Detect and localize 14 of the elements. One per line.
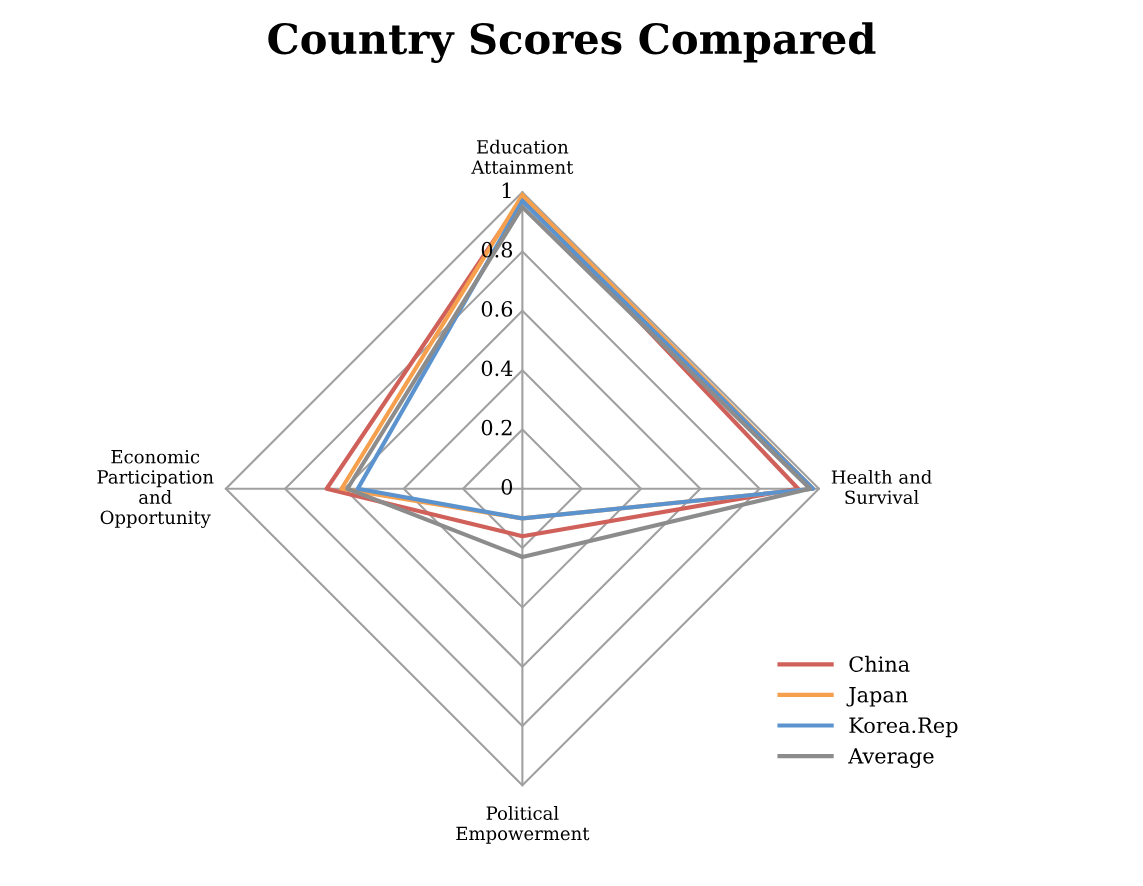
y-tick-label: 0.2: [481, 419, 512, 436]
legend-label: Korea.Rep: [849, 717, 958, 738]
y-tick-label: 0.6: [481, 301, 513, 317]
spoke-label: Political Empowerment: [456, 806, 590, 844]
y-tick-label: 0: [501, 479, 513, 495]
legend-label: Average: [848, 748, 934, 769]
spoke-label: Economic Participation and Opportunity: [97, 449, 214, 528]
y-tick-label: 0.4: [481, 360, 513, 377]
legend-label: Japan: [846, 687, 908, 707]
legend-label: China: [849, 655, 910, 672]
spoke-label: Education Attainment: [471, 139, 574, 174]
y-tick-label: 1: [502, 182, 511, 198]
chart-title: Country Scores Compared: [268, 22, 876, 64]
spoke-label: Health and Survival: [831, 469, 932, 505]
